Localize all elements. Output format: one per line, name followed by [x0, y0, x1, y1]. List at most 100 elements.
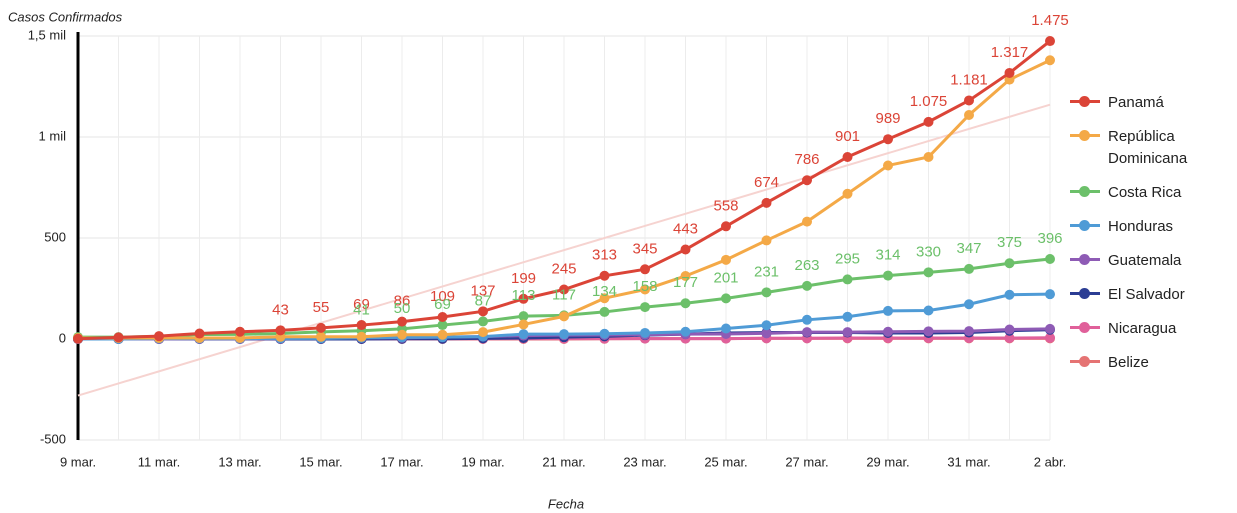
point: [518, 293, 529, 304]
y-axis-title: Casos Confirmados: [8, 9, 123, 24]
data-label: 43: [272, 301, 289, 318]
data-label: 113: [512, 287, 536, 304]
point: [559, 284, 569, 295]
point: [437, 311, 448, 322]
point: [964, 109, 974, 120]
point: [1004, 289, 1015, 300]
data-label: 134: [592, 283, 617, 300]
trendline: [77, 103, 1051, 397]
point: [73, 333, 83, 344]
legend: Panamá República Dominicana Costa Rica Hond…: [1070, 92, 1230, 386]
point: [194, 328, 205, 339]
point: [275, 325, 286, 336]
point: [1004, 67, 1015, 78]
legend-swatch: [1070, 216, 1100, 236]
data-label: 1.317: [991, 44, 1029, 61]
point: [1045, 289, 1055, 300]
point: [559, 329, 569, 340]
x-tick-label: 19 mar.: [461, 454, 504, 469]
point: [680, 244, 691, 255]
point: [680, 326, 691, 337]
point: [923, 151, 934, 162]
point: [721, 254, 731, 265]
legend-label: Panamá: [1108, 94, 1164, 111]
data-label: 558: [713, 197, 738, 214]
x-tick-label: 2 abr.: [1034, 454, 1067, 469]
point: [518, 319, 529, 330]
legend-item: El Salvador: [1070, 284, 1230, 306]
data-label: 69: [353, 296, 370, 313]
legend-label: República Dominicana: [1108, 128, 1188, 167]
point: [1045, 254, 1055, 265]
legend-item: Guatemala: [1070, 250, 1230, 272]
point: [761, 320, 772, 331]
point: [356, 320, 367, 331]
point: [680, 298, 691, 309]
x-tick-label: 9 mar.: [60, 454, 96, 469]
point: [842, 274, 853, 285]
point: [437, 329, 448, 340]
point: [235, 326, 245, 337]
legend-label: Honduras: [1108, 218, 1174, 235]
point: [964, 95, 974, 106]
point: [883, 134, 893, 145]
point: [599, 293, 610, 304]
point: [518, 311, 529, 322]
point: [761, 235, 772, 246]
data-label: 396: [1037, 230, 1062, 247]
data-label: 347: [956, 240, 981, 257]
point: [316, 331, 326, 342]
point: [640, 327, 650, 338]
point: [842, 188, 853, 199]
x-axis-title: Fecha: [548, 496, 584, 511]
point: [1045, 55, 1055, 66]
y-tick-label: 0: [59, 330, 66, 345]
data-label: 345: [632, 240, 657, 257]
point: [1045, 323, 1055, 334]
point: [842, 151, 853, 162]
data-label: 41: [353, 302, 370, 319]
point: [113, 332, 124, 343]
point: [883, 160, 893, 171]
data-label: 201: [713, 269, 738, 286]
point: [761, 287, 772, 298]
data-label: 314: [875, 247, 900, 264]
legend-label: Guatemala: [1108, 252, 1182, 269]
data-label: 901: [835, 128, 860, 145]
point: [397, 329, 407, 340]
point: [437, 320, 448, 331]
legend-label: Nicaragua: [1108, 320, 1177, 337]
data-label: 117: [552, 286, 576, 303]
x-tick-label: 23 mar.: [623, 454, 666, 469]
point: [923, 267, 934, 278]
data-label: 177: [673, 274, 698, 291]
data-label: 69: [434, 296, 451, 313]
point: [923, 305, 934, 316]
point: [842, 327, 853, 338]
point: [1004, 324, 1015, 335]
point: [721, 221, 731, 232]
point: [923, 326, 934, 337]
point: [599, 328, 610, 339]
legend-swatch: [1070, 126, 1100, 146]
data-label: 86: [394, 293, 411, 310]
data-label: 231: [754, 263, 779, 280]
data-label: 55: [313, 299, 330, 316]
point: [599, 270, 610, 281]
data-label: 137: [470, 282, 495, 299]
point: [923, 116, 934, 127]
data-label: 109: [430, 288, 455, 305]
data-label: 245: [551, 260, 576, 277]
data-label: 330: [916, 243, 941, 260]
data-label: 1.075: [910, 93, 948, 110]
x-tick-label: 29 mar.: [866, 454, 909, 469]
point: [640, 302, 650, 313]
data-label: 50: [394, 300, 411, 317]
legend-swatch: [1070, 352, 1100, 372]
point: [761, 328, 772, 339]
point: [721, 293, 731, 304]
point: [559, 311, 569, 322]
data-label: 786: [794, 151, 819, 168]
point: [518, 329, 529, 340]
